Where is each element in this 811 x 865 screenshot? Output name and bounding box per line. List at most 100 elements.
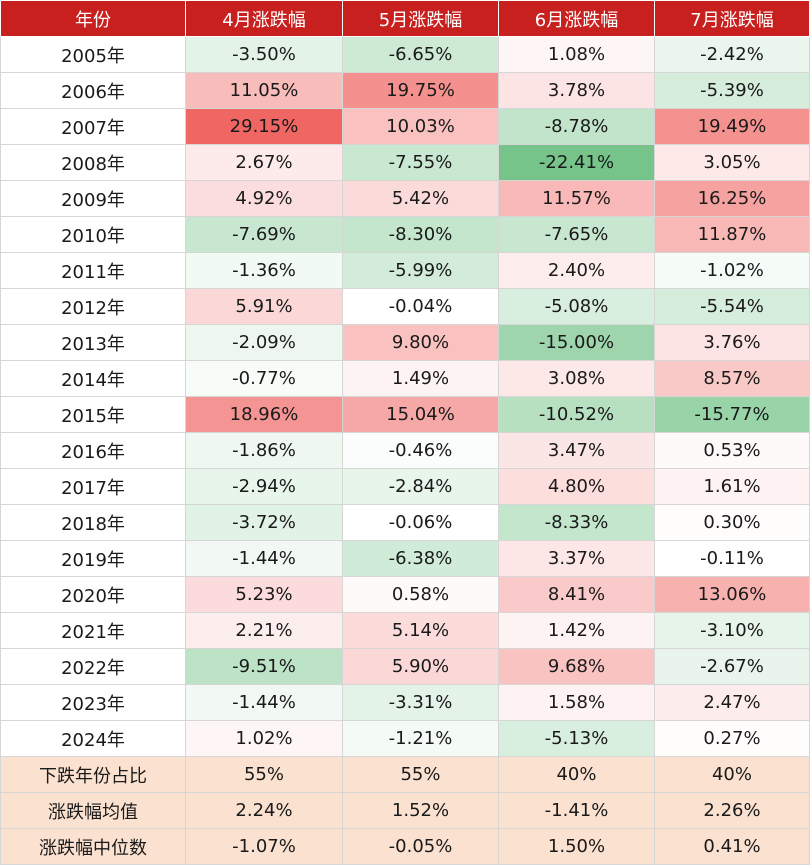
return-cell: -1.86% [185, 432, 343, 469]
year-cell: 2024年 [0, 720, 186, 757]
return-cell: -3.31% [342, 684, 499, 721]
summary-row: 涨跌幅中位数 -1.07% -0.05% 1.50% 0.41% [0, 828, 810, 865]
table-row: 2021年 2.21% 5.14% 1.42% -3.10% [0, 612, 810, 649]
return-cell: 3.76% [654, 324, 810, 361]
table-row: 2007年 29.15% 10.03% -8.78% 19.49% [0, 108, 810, 145]
return-cell: 5.14% [342, 612, 499, 649]
year-cell: 2018年 [0, 504, 186, 541]
return-cell: -9.51% [185, 648, 343, 685]
summary-value-cell: 55% [185, 756, 343, 793]
return-cell: 10.03% [342, 108, 499, 145]
year-cell: 2019年 [0, 540, 186, 577]
return-cell: 29.15% [185, 108, 343, 145]
header-june: 6月涨跌幅 [498, 0, 655, 37]
summary-value-cell: 1.52% [342, 792, 499, 829]
return-cell: 1.49% [342, 360, 499, 397]
return-cell: -8.30% [342, 216, 499, 253]
table-row: 2018年 -3.72% -0.06% -8.33% 0.30% [0, 504, 810, 541]
return-cell: -6.38% [342, 540, 499, 577]
summary-label: 下跌年份占比 [0, 756, 186, 793]
year-cell: 2007年 [0, 108, 186, 145]
table-row: 2010年 -7.69% -8.30% -7.65% 11.87% [0, 216, 810, 253]
year-cell: 2008年 [0, 144, 186, 181]
return-cell: -1.02% [654, 252, 810, 289]
table-row: 2016年 -1.86% -0.46% 3.47% 0.53% [0, 432, 810, 469]
summary-value-cell: 55% [342, 756, 499, 793]
year-cell: 2009年 [0, 180, 186, 217]
header-year: 年份 [0, 0, 186, 37]
summary-value-cell: 2.24% [185, 792, 343, 829]
return-cell: 11.05% [185, 72, 343, 109]
return-cell: -8.78% [498, 108, 655, 145]
header-april: 4月涨跌幅 [185, 0, 343, 37]
return-cell: -5.99% [342, 252, 499, 289]
return-cell: 19.75% [342, 72, 499, 109]
summary-value-cell: -0.05% [342, 828, 499, 865]
table-row: 2023年 -1.44% -3.31% 1.58% 2.47% [0, 684, 810, 721]
summary-value-cell: 40% [498, 756, 655, 793]
table-row: 2012年 5.91% -0.04% -5.08% -5.54% [0, 288, 810, 325]
summary-row: 涨跌幅均值 2.24% 1.52% -1.41% 2.26% [0, 792, 810, 829]
return-cell: 0.27% [654, 720, 810, 757]
return-cell: -3.50% [185, 36, 343, 73]
return-cell: 3.78% [498, 72, 655, 109]
year-cell: 2014年 [0, 360, 186, 397]
return-cell: 5.91% [185, 288, 343, 325]
year-cell: 2010年 [0, 216, 186, 253]
table-body: 2005年 -3.50% -6.65% 1.08% -2.42% 2006年 11.05% 1… [0, 36, 810, 865]
return-cell: -15.77% [654, 396, 810, 433]
table-row: 2006年 11.05% 19.75% 3.78% -5.39% [0, 72, 810, 109]
return-cell: -22.41% [498, 144, 655, 181]
return-cell: 1.02% [185, 720, 343, 757]
return-cell: 1.58% [498, 684, 655, 721]
return-cell: 2.40% [498, 252, 655, 289]
summary-value-cell: -1.07% [185, 828, 343, 865]
return-cell: -2.84% [342, 468, 499, 505]
return-cell: 15.04% [342, 396, 499, 433]
return-cell: -0.77% [185, 360, 343, 397]
return-cell: -10.52% [498, 396, 655, 433]
return-cell: -3.10% [654, 612, 810, 649]
table-row: 2017年 -2.94% -2.84% 4.80% 1.61% [0, 468, 810, 505]
return-cell: 2.47% [654, 684, 810, 721]
return-cell: -5.08% [498, 288, 655, 325]
table-row: 2011年 -1.36% -5.99% 2.40% -1.02% [0, 252, 810, 289]
return-cell: -7.55% [342, 144, 499, 181]
return-cell: 5.23% [185, 576, 343, 613]
return-cell: -6.65% [342, 36, 499, 73]
return-cell: 13.06% [654, 576, 810, 613]
table-row: 2009年 4.92% 5.42% 11.57% 16.25% [0, 180, 810, 217]
year-cell: 2012年 [0, 288, 186, 325]
return-cell: 5.90% [342, 648, 499, 685]
return-cell: 5.42% [342, 180, 499, 217]
header-may: 5月涨跌幅 [342, 0, 499, 37]
return-cell: -1.44% [185, 540, 343, 577]
table-row: 2015年 18.96% 15.04% -10.52% -15.77% [0, 396, 810, 433]
return-cell: -2.42% [654, 36, 810, 73]
table-row: 2013年 -2.09% 9.80% -15.00% 3.76% [0, 324, 810, 361]
return-cell: -0.46% [342, 432, 499, 469]
return-cell: 16.25% [654, 180, 810, 217]
return-cell: 4.80% [498, 468, 655, 505]
year-cell: 2017年 [0, 468, 186, 505]
return-cell: -7.69% [185, 216, 343, 253]
return-cell: 4.92% [185, 180, 343, 217]
return-cell: 0.30% [654, 504, 810, 541]
year-cell: 2015年 [0, 396, 186, 433]
return-cell: 2.21% [185, 612, 343, 649]
return-cell: -3.72% [185, 504, 343, 541]
return-cell: -0.11% [654, 540, 810, 577]
return-cell: 8.57% [654, 360, 810, 397]
year-cell: 2020年 [0, 576, 186, 613]
return-cell: 11.57% [498, 180, 655, 217]
table-row: 2024年 1.02% -1.21% -5.13% 0.27% [0, 720, 810, 757]
return-cell: 11.87% [654, 216, 810, 253]
return-cell: -0.06% [342, 504, 499, 541]
return-cell: 19.49% [654, 108, 810, 145]
year-cell: 2006年 [0, 72, 186, 109]
table-row: 2022年 -9.51% 5.90% 9.68% -2.67% [0, 648, 810, 685]
table-row: 2020年 5.23% 0.58% 8.41% 13.06% [0, 576, 810, 613]
year-cell: 2022年 [0, 648, 186, 685]
summary-value-cell: 0.41% [654, 828, 810, 865]
